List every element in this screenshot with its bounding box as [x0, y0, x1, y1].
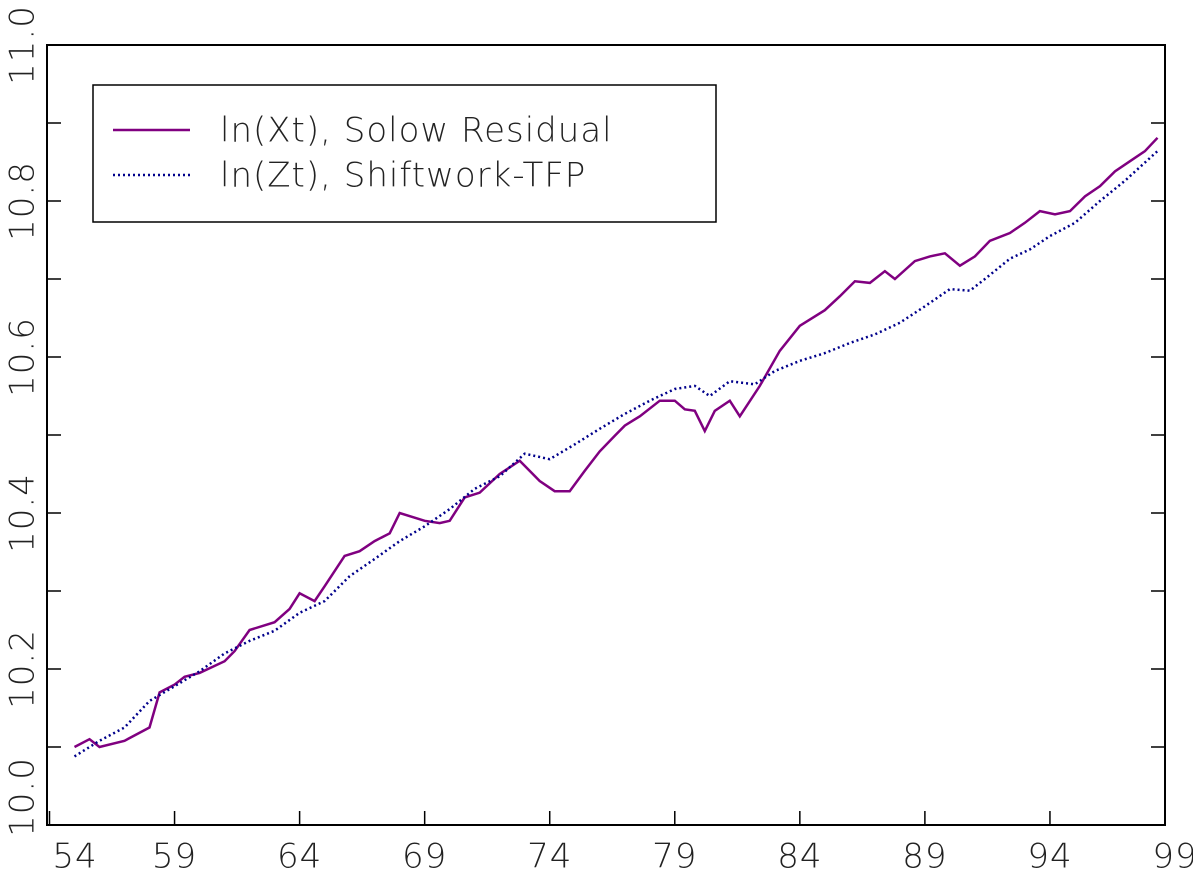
x-tick-label: 69 [402, 837, 447, 877]
y-tick-label: 10.2 [3, 629, 43, 709]
x-tick-label: 84 [777, 837, 822, 877]
legend-label: ln(Xt), Solow Residual [220, 111, 613, 151]
x-tick-label: 54 [52, 837, 97, 877]
x-tick-label: 94 [1027, 837, 1072, 877]
x-tick-label: 74 [527, 837, 572, 877]
x-tick-label: 64 [277, 837, 322, 877]
y-tick-label: 10.4 [3, 473, 43, 553]
legend-box [92, 84, 717, 223]
line-series [73, 136, 1159, 749]
y-tick-label: 10.0 [3, 757, 43, 837]
x-tick-label: 89 [902, 837, 947, 877]
x-tick-label: 79 [652, 837, 697, 877]
legend-label: ln(Zt), Shiftwork-TFP [220, 156, 586, 196]
line-series [73, 150, 1159, 758]
x-tick-label: 99 [1152, 837, 1193, 877]
y-tick-label: 11.0 [3, 5, 43, 85]
y-tick-label: 10.6 [3, 317, 43, 397]
y-tick-label: 10.8 [3, 161, 43, 241]
x-tick-label: 59 [152, 837, 197, 877]
